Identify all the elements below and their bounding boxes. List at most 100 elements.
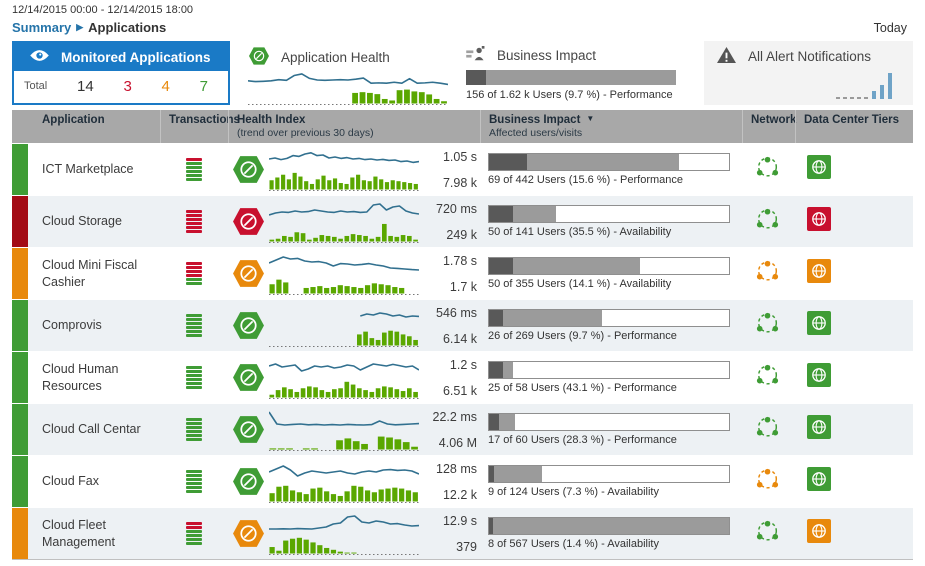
application-row[interactable]: Cloud Fax 128 ms 12.2 k 9 of 124 Users (… <box>12 455 913 507</box>
health-status-icon[interactable] <box>232 154 265 185</box>
data-center-tier-icon[interactable] <box>807 259 831 288</box>
transaction-volume-bar <box>186 322 202 325</box>
warning-triangle-icon <box>716 46 737 67</box>
panel-all-alert-notifications[interactable]: All Alert Notifications <box>704 41 913 105</box>
transaction-volume-bar <box>186 334 202 337</box>
health-status-icon[interactable] <box>232 258 265 289</box>
col-business-impact[interactable]: Business Impact ▼ Affected users/visits <box>480 110 742 143</box>
health-status-icon[interactable] <box>232 414 265 445</box>
application-row[interactable]: Cloud Fleet Management 12.9 s 379 8 of 5… <box>12 507 913 559</box>
breadcrumb-current: Applications <box>88 20 167 35</box>
application-row[interactable]: Cloud Call Centar 22.2 ms 4.06 M 17 of 6… <box>12 403 913 455</box>
panel-monitored-applications[interactable]: Monitored Applications Total 14 3 4 7 <box>12 41 230 105</box>
impact-caption: 69 of 442 Users (15.6 %) - Performance <box>488 174 684 186</box>
data-center-tier-icon[interactable] <box>807 311 831 340</box>
transaction-volume-bar <box>186 470 202 473</box>
application-row[interactable]: Cloud Storage 720 ms 249 k 50 of 141 Use… <box>12 195 913 247</box>
application-row[interactable]: Cloud Mini Fiscal Cashier 1.78 s 1.7 k 5… <box>12 247 913 299</box>
health-status-icon[interactable] <box>232 362 265 393</box>
health-status-icon[interactable] <box>232 310 265 341</box>
transactions-icon[interactable] <box>186 470 202 493</box>
panel-title: Business Impact <box>497 48 597 63</box>
breadcrumb-summary-link[interactable]: Summary <box>12 20 72 35</box>
transactions-icon[interactable] <box>186 158 202 181</box>
transactions-icon[interactable] <box>186 366 202 389</box>
col-application[interactable]: Application <box>42 114 105 126</box>
transaction-volume-bar <box>186 374 202 377</box>
network-icon[interactable] <box>754 467 781 497</box>
health-status-icon[interactable] <box>232 206 265 237</box>
network-icon[interactable] <box>754 519 781 549</box>
volume: 7.98 k <box>442 175 477 190</box>
health-hexagon-icon <box>248 46 270 69</box>
impact-summary-caption: 156 of 1.62 k Users (9.7 %) - Performanc… <box>466 89 673 101</box>
trend-sparkline <box>269 464 419 503</box>
transaction-volume-bar <box>186 386 202 389</box>
application-row[interactable]: Comprovis 546 ms 6.14 k 26 of 269 Users … <box>12 299 913 351</box>
data-center-tier-icon[interactable] <box>807 155 831 184</box>
transaction-volume-bar <box>186 426 202 429</box>
trend-sparkline <box>269 151 419 191</box>
trend-sparkline <box>269 255 419 295</box>
data-center-tier-icon[interactable] <box>807 519 831 548</box>
data-center-tier-icon[interactable] <box>807 363 831 392</box>
data-center-tier-icon[interactable] <box>807 207 831 236</box>
severity-strip <box>12 196 28 247</box>
network-icon[interactable] <box>754 207 781 237</box>
network-icon[interactable] <box>754 415 781 445</box>
date-range: 12/14/2015 00:00 - 12/14/2015 18:00 <box>12 4 194 16</box>
transactions-icon[interactable] <box>186 210 202 233</box>
network-icon[interactable] <box>754 155 781 185</box>
application-name[interactable]: ICT Marketplace <box>42 162 134 177</box>
application-name[interactable]: Cloud Fax <box>42 474 99 489</box>
application-name[interactable]: Cloud Call Centar <box>42 422 141 437</box>
volume: 6.14 k <box>442 331 477 346</box>
alert-dash <box>843 97 847 99</box>
transactions-icon[interactable] <box>186 522 202 545</box>
application-name[interactable]: Cloud Human Resources <box>42 362 119 393</box>
health-status-icon[interactable] <box>232 518 265 549</box>
transactions-icon[interactable] <box>186 418 202 441</box>
warning-count[interactable]: 4 <box>161 77 170 95</box>
col-severity-strip <box>12 110 28 143</box>
total-label: Total <box>24 80 48 92</box>
data-center-tier-icon[interactable] <box>807 415 831 444</box>
normal-count[interactable]: 7 <box>199 77 208 95</box>
application-row[interactable]: ICT Marketplace 1.05 s 7.98 k 69 of 442 … <box>12 143 913 195</box>
network-icon[interactable] <box>754 259 781 289</box>
col-data-center-tiers[interactable]: Data Center Tiers <box>795 110 903 143</box>
transaction-volume-bar <box>186 438 202 441</box>
impact-bar <box>488 309 730 327</box>
data-center-tier-icon[interactable] <box>807 467 831 496</box>
panel-business-impact[interactable]: Business Impact 156 of 1.62 k Users (9.7… <box>466 41 704 105</box>
application-name[interactable]: Cloud Mini Fiscal Cashier <box>42 258 138 289</box>
transactions-icon[interactable] <box>186 314 202 337</box>
impact-caption: 9 of 124 Users (7.3 %) - Availability <box>488 486 659 498</box>
severity-strip <box>12 248 28 299</box>
application-name[interactable]: Cloud Fleet Management <box>42 518 115 549</box>
impact-caption: 25 of 58 Users (43.1 %) - Performance <box>488 382 677 394</box>
application-name[interactable]: Comprovis <box>42 318 102 333</box>
business-impact-icon <box>466 46 486 65</box>
col-health-index[interactable]: Health Index (trend over previous 30 day… <box>228 110 480 143</box>
panel-application-health[interactable]: Application Health <box>244 41 460 105</box>
transaction-volume-bar <box>186 486 202 489</box>
health-status-icon[interactable] <box>232 466 265 497</box>
critical-count[interactable]: 3 <box>123 77 132 95</box>
impact-bar <box>488 205 730 223</box>
trend-sparkline <box>269 311 419 347</box>
application-row[interactable]: Cloud Human Resources 1.2 s 6.51 k 25 of… <box>12 351 913 403</box>
network-icon[interactable] <box>754 311 781 341</box>
transaction-volume-bar <box>186 326 202 329</box>
eye-icon <box>29 49 50 65</box>
transactions-icon[interactable] <box>186 262 202 285</box>
col-network[interactable]: Network <box>742 110 796 143</box>
today-label[interactable]: Today <box>873 20 907 35</box>
transaction-volume-bar <box>186 474 202 477</box>
severity-strip <box>12 456 28 507</box>
network-icon[interactable] <box>754 363 781 393</box>
col-transactions[interactable]: Transactions <box>160 110 240 143</box>
application-name[interactable]: Cloud Storage <box>42 214 122 229</box>
panel-title: Monitored Applications <box>61 49 211 65</box>
alert-dash <box>850 97 854 99</box>
